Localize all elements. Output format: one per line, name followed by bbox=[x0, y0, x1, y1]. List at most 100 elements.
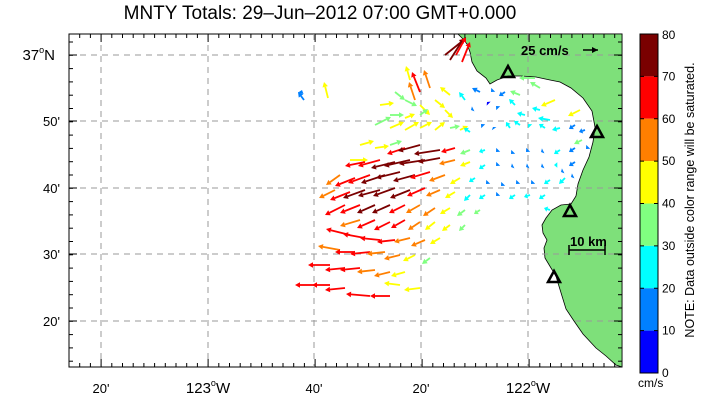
current-vector bbox=[496, 106, 501, 111]
current-vector bbox=[528, 124, 533, 129]
current-vector bbox=[457, 209, 466, 216]
lon-label: 20' bbox=[93, 381, 110, 396]
plot-area bbox=[68, 33, 623, 368]
current-vector bbox=[390, 189, 411, 199]
current-vector bbox=[374, 271, 391, 278]
current-vector bbox=[479, 148, 486, 154]
current-vector bbox=[461, 42, 471, 63]
current-vector bbox=[439, 159, 456, 166]
current-vector bbox=[471, 106, 475, 112]
current-vector bbox=[561, 168, 565, 174]
lon-label-value: 20' bbox=[93, 381, 110, 396]
current-vector bbox=[407, 187, 426, 197]
lon-label: 40' bbox=[306, 381, 323, 396]
current-vector bbox=[531, 179, 536, 184]
current-vector bbox=[455, 37, 467, 56]
current-vector bbox=[519, 75, 535, 81]
current-vector bbox=[486, 179, 491, 184]
current-vector bbox=[377, 238, 396, 245]
current-vector bbox=[407, 82, 416, 101]
lat-label-value: 40' bbox=[43, 181, 60, 196]
current-vector bbox=[486, 101, 491, 106]
current-vector bbox=[384, 159, 411, 168]
current-vector bbox=[499, 91, 506, 97]
current-vector bbox=[318, 244, 341, 251]
radar-site-icon bbox=[588, 123, 606, 139]
current-vector bbox=[449, 124, 460, 130]
current-vector bbox=[510, 90, 521, 96]
current-vector bbox=[444, 109, 453, 118]
current-vector bbox=[376, 171, 401, 180]
lat-label: 50' bbox=[43, 114, 60, 129]
current-vector bbox=[509, 194, 516, 200]
current-vector bbox=[530, 82, 541, 89]
current-vector bbox=[524, 193, 531, 199]
current-vector bbox=[371, 161, 396, 170]
current-vector bbox=[350, 250, 371, 257]
current-vector bbox=[469, 177, 476, 183]
current-vector bbox=[298, 90, 304, 97]
radar-site-icon bbox=[499, 63, 517, 79]
current-vector bbox=[340, 219, 361, 228]
lon-label-value: 123 bbox=[186, 380, 211, 397]
current-vector bbox=[340, 266, 361, 273]
current-vector bbox=[539, 123, 546, 129]
current-vector bbox=[541, 148, 545, 154]
current-vector bbox=[322, 82, 329, 99]
lat-label: 40' bbox=[43, 181, 60, 196]
current-vector bbox=[325, 286, 346, 293]
grid-lines bbox=[69, 34, 622, 367]
current-vector bbox=[387, 147, 406, 156]
current-vector bbox=[511, 149, 516, 154]
lat-label-value: 20' bbox=[43, 314, 60, 329]
current-vector bbox=[419, 121, 432, 129]
current-vector bbox=[569, 147, 576, 153]
current-vector bbox=[393, 174, 416, 183]
current-vector bbox=[517, 111, 526, 117]
current-vector bbox=[481, 124, 486, 129]
lon-label-value: 122 bbox=[506, 380, 531, 397]
current-vector bbox=[419, 109, 428, 116]
current-vector bbox=[391, 271, 406, 278]
lon-label-hemisphere: W bbox=[536, 380, 551, 397]
current-vector bbox=[440, 87, 451, 96]
current-vector bbox=[491, 127, 497, 131]
current-vector bbox=[479, 164, 486, 170]
current-vector bbox=[554, 162, 558, 168]
current-vector bbox=[442, 224, 451, 231]
current-vector bbox=[398, 144, 421, 153]
scale-bar-label: 10 km bbox=[570, 234, 607, 249]
current-vector bbox=[539, 194, 546, 200]
current-vector bbox=[308, 262, 330, 268]
current-vector bbox=[423, 207, 436, 216]
current-vector bbox=[459, 92, 466, 101]
current-vector bbox=[360, 235, 381, 242]
current-vector bbox=[404, 66, 411, 81]
lon-label: 122oW bbox=[506, 378, 551, 397]
current-vector bbox=[434, 99, 445, 108]
axis-ticks bbox=[68, 34, 622, 367]
current-vector bbox=[538, 116, 551, 122]
current-vector bbox=[568, 109, 581, 117]
current-vector bbox=[389, 121, 404, 129]
radar-site-icon bbox=[545, 268, 563, 284]
current-vector bbox=[406, 204, 421, 213]
current-vector bbox=[414, 149, 441, 157]
current-vector bbox=[460, 149, 471, 155]
current-vector bbox=[552, 126, 561, 132]
current-vector bbox=[359, 139, 374, 146]
current-vector bbox=[335, 249, 355, 255]
lat-label-degree: o bbox=[39, 45, 44, 55]
current-vector bbox=[418, 157, 441, 164]
current-vector bbox=[554, 149, 561, 155]
lon-label-value: 40' bbox=[306, 381, 323, 396]
lat-label-value: 50' bbox=[43, 114, 60, 129]
lon-label-hemisphere: W bbox=[216, 380, 231, 397]
current-vector bbox=[390, 112, 404, 118]
current-vector bbox=[569, 161, 576, 167]
current-vector bbox=[516, 179, 521, 184]
current-vector bbox=[348, 174, 371, 184]
current-vector bbox=[511, 163, 515, 169]
current-vector bbox=[372, 204, 391, 214]
